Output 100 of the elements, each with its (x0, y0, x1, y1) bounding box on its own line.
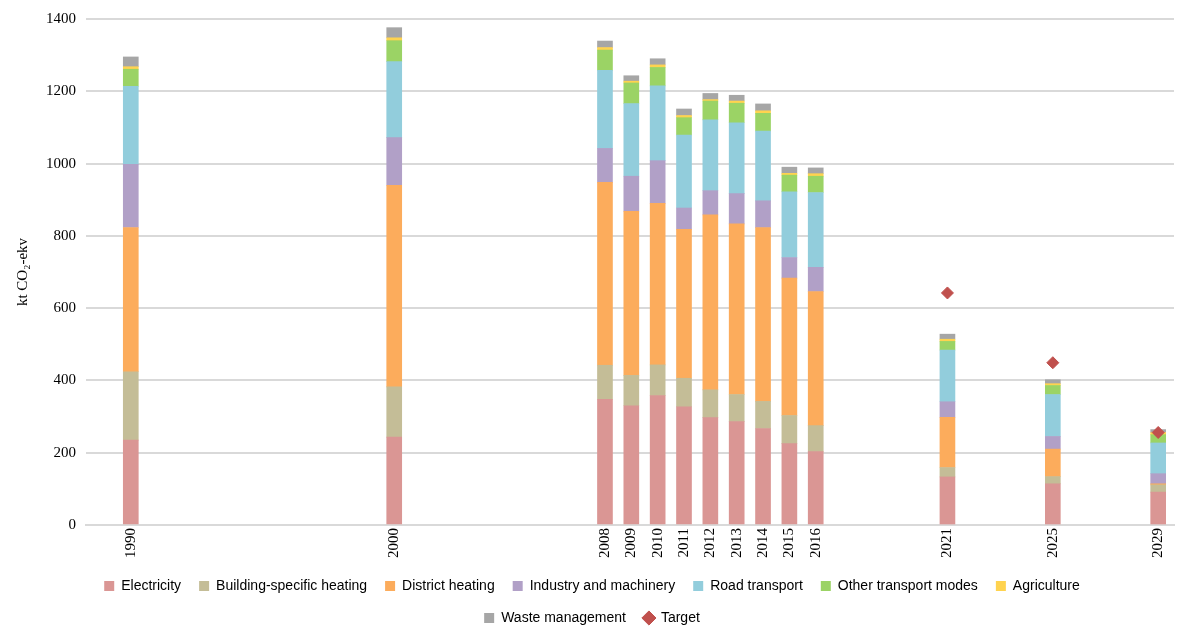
bar (623, 103, 640, 177)
x-tick-label: 2014 (753, 527, 770, 558)
bar (597, 49, 613, 71)
bar (807, 291, 824, 426)
bar (702, 119, 719, 192)
bar (781, 191, 798, 258)
legend-label: Road transport (710, 576, 803, 593)
bar (755, 227, 771, 402)
bar (728, 193, 745, 225)
bar (649, 364, 666, 396)
bar (755, 113, 771, 132)
bar (781, 443, 798, 525)
x-tick-label: 1990 (121, 528, 138, 558)
x-tick-label: 2013 (727, 528, 744, 558)
bar (597, 364, 613, 400)
x-tick-label: 2008 (595, 528, 612, 558)
bar (1150, 473, 1167, 485)
bar (676, 377, 692, 408)
bar (939, 341, 956, 351)
bar (728, 102, 745, 124)
bar (676, 134, 692, 209)
bar (386, 40, 403, 62)
bar (676, 207, 692, 230)
bar (1044, 394, 1061, 437)
bar (386, 27, 403, 39)
bar (1150, 484, 1167, 493)
bar (676, 406, 692, 525)
bar (1044, 483, 1061, 525)
y-tick-label: 1000 (46, 154, 76, 171)
bar (623, 175, 640, 212)
bar (597, 47, 613, 51)
bar (807, 451, 824, 525)
bar (781, 415, 798, 445)
bar (1044, 385, 1061, 395)
x-tick-label: 2009 (622, 528, 639, 558)
y-tick-label: 1400 (46, 9, 76, 26)
bar (649, 160, 666, 204)
point (1046, 356, 1060, 370)
x-tick-label: 2010 (648, 528, 665, 558)
y-tick-label: 800 (53, 226, 76, 243)
bar (702, 100, 719, 121)
bar (939, 476, 956, 525)
bar (702, 417, 719, 525)
y-tick-label: 600 (53, 299, 76, 316)
y-tick-label: 400 (53, 371, 76, 388)
x-tick-label: 2012 (701, 528, 718, 558)
bar (386, 61, 403, 138)
bar (939, 401, 956, 418)
bar (1044, 476, 1061, 485)
bar (702, 190, 719, 216)
bar (597, 398, 613, 525)
legend-label: District heating (402, 576, 495, 593)
bar (939, 416, 956, 468)
legend-label: Agriculture (1012, 576, 1080, 593)
bar (122, 227, 139, 373)
bar (728, 94, 745, 102)
legend-label: Building-specific heating (216, 576, 368, 593)
bar (1150, 491, 1167, 525)
bar (649, 203, 666, 366)
bar (623, 210, 640, 376)
bar (755, 428, 771, 525)
y-tick-label: 0 (68, 515, 76, 532)
bar (939, 467, 956, 478)
bar (122, 163, 139, 228)
bar (122, 371, 139, 441)
y-tick-label: 200 (53, 443, 76, 460)
bar (623, 375, 640, 407)
bar (649, 67, 666, 87)
bar (386, 137, 403, 186)
bar (807, 192, 824, 268)
bar (939, 349, 956, 403)
bar (649, 395, 666, 525)
bar (807, 173, 824, 177)
x-tick-label: 2015 (780, 528, 797, 558)
bar (122, 68, 139, 87)
bar (122, 85, 139, 165)
legend-label: Other transport modes (837, 576, 978, 593)
bar (755, 110, 771, 114)
bar (781, 277, 798, 416)
bar (649, 85, 666, 162)
legend-label: Electricity (121, 576, 182, 593)
y-tick-label: 1200 (46, 82, 76, 99)
bar (702, 99, 719, 102)
x-tick-label: 2016 (806, 527, 823, 558)
legend-label: Waste management (501, 608, 627, 625)
bar (1044, 436, 1061, 450)
bar (122, 66, 139, 70)
bar (807, 266, 824, 292)
bar (597, 69, 613, 149)
bar (728, 223, 745, 395)
bar (1044, 448, 1061, 477)
x-tick-label: 2000 (385, 528, 402, 558)
point (1151, 425, 1165, 439)
bar (1150, 442, 1167, 475)
bar (702, 389, 719, 418)
bar (781, 257, 798, 279)
bar (807, 175, 824, 193)
y-axis-title: kt CO₂-ekv (13, 237, 30, 307)
bar (597, 182, 613, 366)
point (940, 286, 954, 300)
